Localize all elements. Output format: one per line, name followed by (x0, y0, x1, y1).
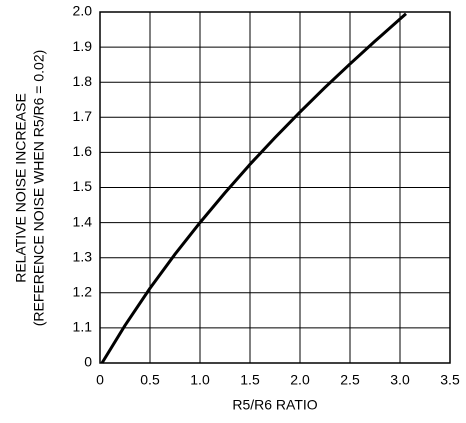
y-tick-label: 1.9 (73, 38, 93, 54)
y-tick-label: 1.7 (73, 108, 93, 124)
x-tick-label: 3.5 (440, 372, 460, 388)
x-tick-label: 1.5 (240, 372, 260, 388)
data-line (100, 12, 407, 364)
y-tick-label: 0 (84, 354, 92, 370)
y-tick-label: 1.1 (73, 319, 93, 335)
y-tick-label: 1.4 (73, 213, 93, 229)
x-tick-label: 1.0 (190, 372, 210, 388)
y-tick-label: 1.8 (73, 73, 93, 89)
y-axis-label: RELATIVE NOISE INCREASE (13, 93, 29, 283)
y-tick-label: 1.5 (73, 178, 93, 194)
x-axis-label: R5/R6 RATIO (232, 397, 317, 413)
y-axis-label: (REFERENCE NOISE WHEN R5/R6 = 0.02) (31, 50, 47, 327)
y-tick-label: 2.0 (73, 3, 93, 19)
y-tick-label: 1.2 (73, 284, 93, 300)
x-tick-label: 3.0 (390, 372, 410, 388)
y-tick-label: 1.6 (73, 143, 93, 159)
plot-frame (99, 11, 451, 364)
x-tick-label: 2.0 (290, 372, 310, 388)
y-tick-label: 1.3 (73, 248, 93, 264)
x-tick-label: 0.5 (140, 372, 160, 388)
x-tick-label: 2.5 (340, 372, 360, 388)
x-tick-label: 0 (96, 372, 104, 388)
